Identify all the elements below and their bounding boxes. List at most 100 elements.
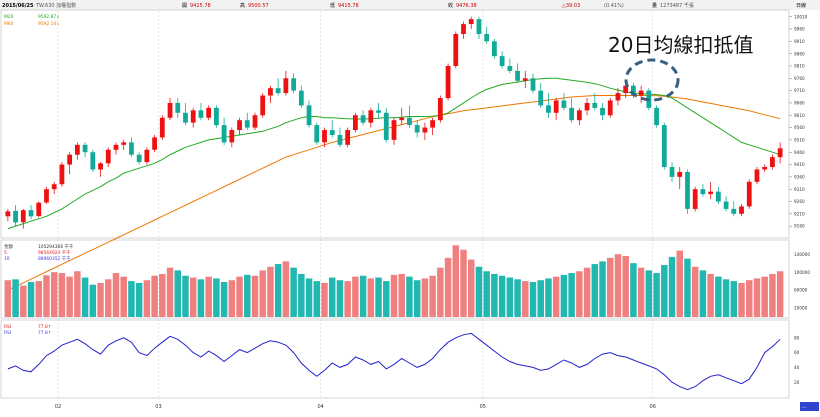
volume-bar — [344, 281, 351, 317]
volume-bar — [730, 281, 738, 317]
candle-body — [20, 210, 26, 223]
price-tick-label: 9760 — [794, 76, 805, 81]
candle-body — [762, 167, 768, 170]
volume-bar — [81, 277, 89, 317]
volume-bar — [35, 281, 42, 317]
price-tick-label: 9710 — [794, 88, 805, 93]
volume-bar — [375, 277, 382, 317]
candle-body — [306, 105, 312, 126]
rsi-legend-value: 77.8↑ — [38, 330, 51, 336]
candle-body — [569, 107, 575, 121]
header-change-pct: (0.41%) — [604, 3, 624, 9]
volume-bar — [429, 275, 436, 317]
volume-bar — [614, 254, 622, 317]
volume-bar — [583, 267, 591, 317]
rsi-tick-label: 60 — [794, 350, 800, 355]
volume-bar — [591, 264, 599, 317]
price-tick-label: 9410 — [794, 162, 805, 167]
header-volume-label: 量 — [652, 2, 657, 9]
volume-legend-label: 金額 — [4, 243, 13, 250]
volume-bar — [622, 256, 629, 317]
volume-bar — [568, 273, 575, 317]
price-tick-label: 9160 — [794, 224, 805, 229]
volume-bar — [20, 285, 27, 317]
rsi-panel-frame — [0, 319, 790, 399]
candle-body — [291, 78, 296, 91]
rsi-line — [7, 332, 781, 391]
candle-body — [407, 117, 412, 126]
price-tick-label: 9660 — [794, 101, 805, 106]
rsi-legend-value: 77.8↑ — [38, 324, 51, 330]
volume-bar — [97, 282, 104, 317]
header-date: 2015/06/25 — [2, 3, 34, 9]
candle-body — [700, 189, 706, 195]
candle-body — [685, 171, 690, 209]
volume-bars — [4, 245, 784, 317]
candle-body — [67, 154, 73, 165]
volume-bar — [352, 276, 359, 317]
x-tick-label: 03 — [155, 404, 161, 410]
price-legend-value: 9592.14↓ — [38, 21, 60, 27]
candle-body — [159, 117, 165, 138]
rsi-legend-label: RSI — [4, 324, 11, 330]
candle-body — [113, 144, 119, 150]
candle-body — [129, 142, 134, 155]
candle-body — [677, 171, 683, 177]
candle-body — [13, 210, 18, 223]
candle-body — [59, 164, 65, 185]
price-tick-label: 9310 — [794, 187, 805, 192]
header-high-label: 高 — [240, 2, 245, 9]
candle-body — [298, 90, 304, 106]
candle-body — [36, 202, 42, 217]
volume-bar — [437, 267, 444, 317]
price-legend-label: M20 — [4, 14, 14, 20]
volume-bar — [298, 273, 305, 317]
candle-body — [283, 78, 289, 94]
volume-bar — [174, 270, 182, 317]
candle-body — [739, 206, 744, 214]
candle-body — [44, 189, 49, 203]
volume-bar — [390, 274, 398, 317]
candle-body — [51, 184, 57, 190]
volume-legend-label: 5 — [4, 250, 7, 256]
candle-body — [546, 105, 551, 113]
volume-bar — [637, 267, 645, 317]
candle-body — [368, 110, 374, 123]
rsi-legend-label: RSI — [4, 330, 11, 336]
volume-panel-frame — [0, 239, 790, 319]
candle-body — [198, 110, 204, 118]
volume-bar — [159, 273, 166, 317]
volume-bar — [112, 273, 120, 317]
candle-body — [237, 120, 242, 131]
candle-body — [476, 19, 482, 34]
candle-body — [399, 117, 405, 121]
candle-body — [484, 33, 490, 42]
candle-body — [268, 88, 273, 96]
volume-bar — [653, 273, 660, 317]
volume-bar — [552, 276, 560, 317]
volume-bar — [66, 276, 73, 317]
candle-body — [28, 210, 34, 217]
rsi-tick-label: 80 — [794, 335, 800, 340]
price-tick-label: 9960 — [794, 27, 805, 32]
volume-bar — [120, 276, 127, 317]
options-button[interactable] — [800, 402, 819, 411]
candle-body — [654, 107, 659, 126]
candle-body — [329, 130, 335, 135]
volume-bar — [398, 273, 405, 317]
candle-body — [337, 134, 343, 145]
volume-bar — [220, 282, 228, 317]
volume-bar — [475, 266, 483, 317]
price-tick-label: 9510 — [794, 138, 805, 143]
volume-bar — [606, 257, 614, 317]
volume-bar — [776, 271, 784, 317]
rsi-tick-label: 40 — [794, 365, 800, 370]
price-tick-label: 9910 — [794, 39, 805, 44]
candle-body — [360, 115, 366, 123]
header-period: 日線 — [796, 2, 806, 9]
candle-body — [152, 137, 157, 150]
volume-bar — [684, 258, 691, 317]
legends: M20 9592.87↓ M60 9592.14↓ 金額 105294366 千千 5 985… — [4, 14, 74, 336]
